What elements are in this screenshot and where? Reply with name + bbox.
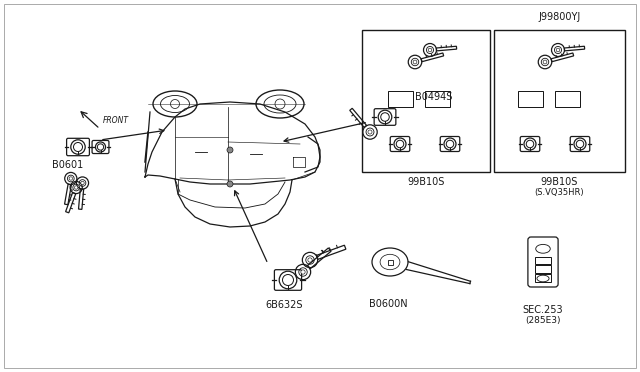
Circle shape bbox=[413, 60, 417, 64]
Circle shape bbox=[301, 270, 305, 274]
Circle shape bbox=[227, 147, 233, 153]
Bar bbox=[362, 30, 490, 172]
Bar bbox=[388, 91, 413, 107]
Text: 99B10S: 99B10S bbox=[541, 177, 578, 187]
Circle shape bbox=[69, 177, 72, 180]
Text: 6B632S: 6B632S bbox=[265, 300, 303, 310]
Circle shape bbox=[74, 186, 78, 189]
Circle shape bbox=[81, 181, 84, 185]
Bar bbox=[534, 274, 552, 282]
Circle shape bbox=[556, 48, 560, 52]
Circle shape bbox=[368, 130, 372, 134]
Bar bbox=[534, 265, 552, 273]
Bar bbox=[555, 91, 580, 107]
Text: B0601: B0601 bbox=[52, 160, 84, 170]
Text: FRONT: FRONT bbox=[103, 116, 129, 125]
Circle shape bbox=[308, 258, 312, 262]
Bar bbox=[494, 30, 625, 172]
Circle shape bbox=[543, 60, 547, 64]
Circle shape bbox=[428, 48, 432, 52]
Text: (285E3): (285E3) bbox=[525, 317, 561, 326]
Text: B0600N: B0600N bbox=[369, 299, 407, 309]
Bar bbox=[425, 91, 450, 107]
Text: J99800YJ: J99800YJ bbox=[539, 12, 581, 22]
Bar bbox=[534, 257, 552, 264]
Text: B0494S: B0494S bbox=[415, 92, 452, 102]
Text: SEC.253: SEC.253 bbox=[523, 305, 563, 315]
Text: (S.VQ35HR): (S.VQ35HR) bbox=[534, 189, 584, 198]
Bar bbox=[387, 260, 392, 264]
Text: 99B10S: 99B10S bbox=[407, 177, 445, 187]
Circle shape bbox=[227, 181, 233, 187]
Bar bbox=[518, 91, 543, 107]
